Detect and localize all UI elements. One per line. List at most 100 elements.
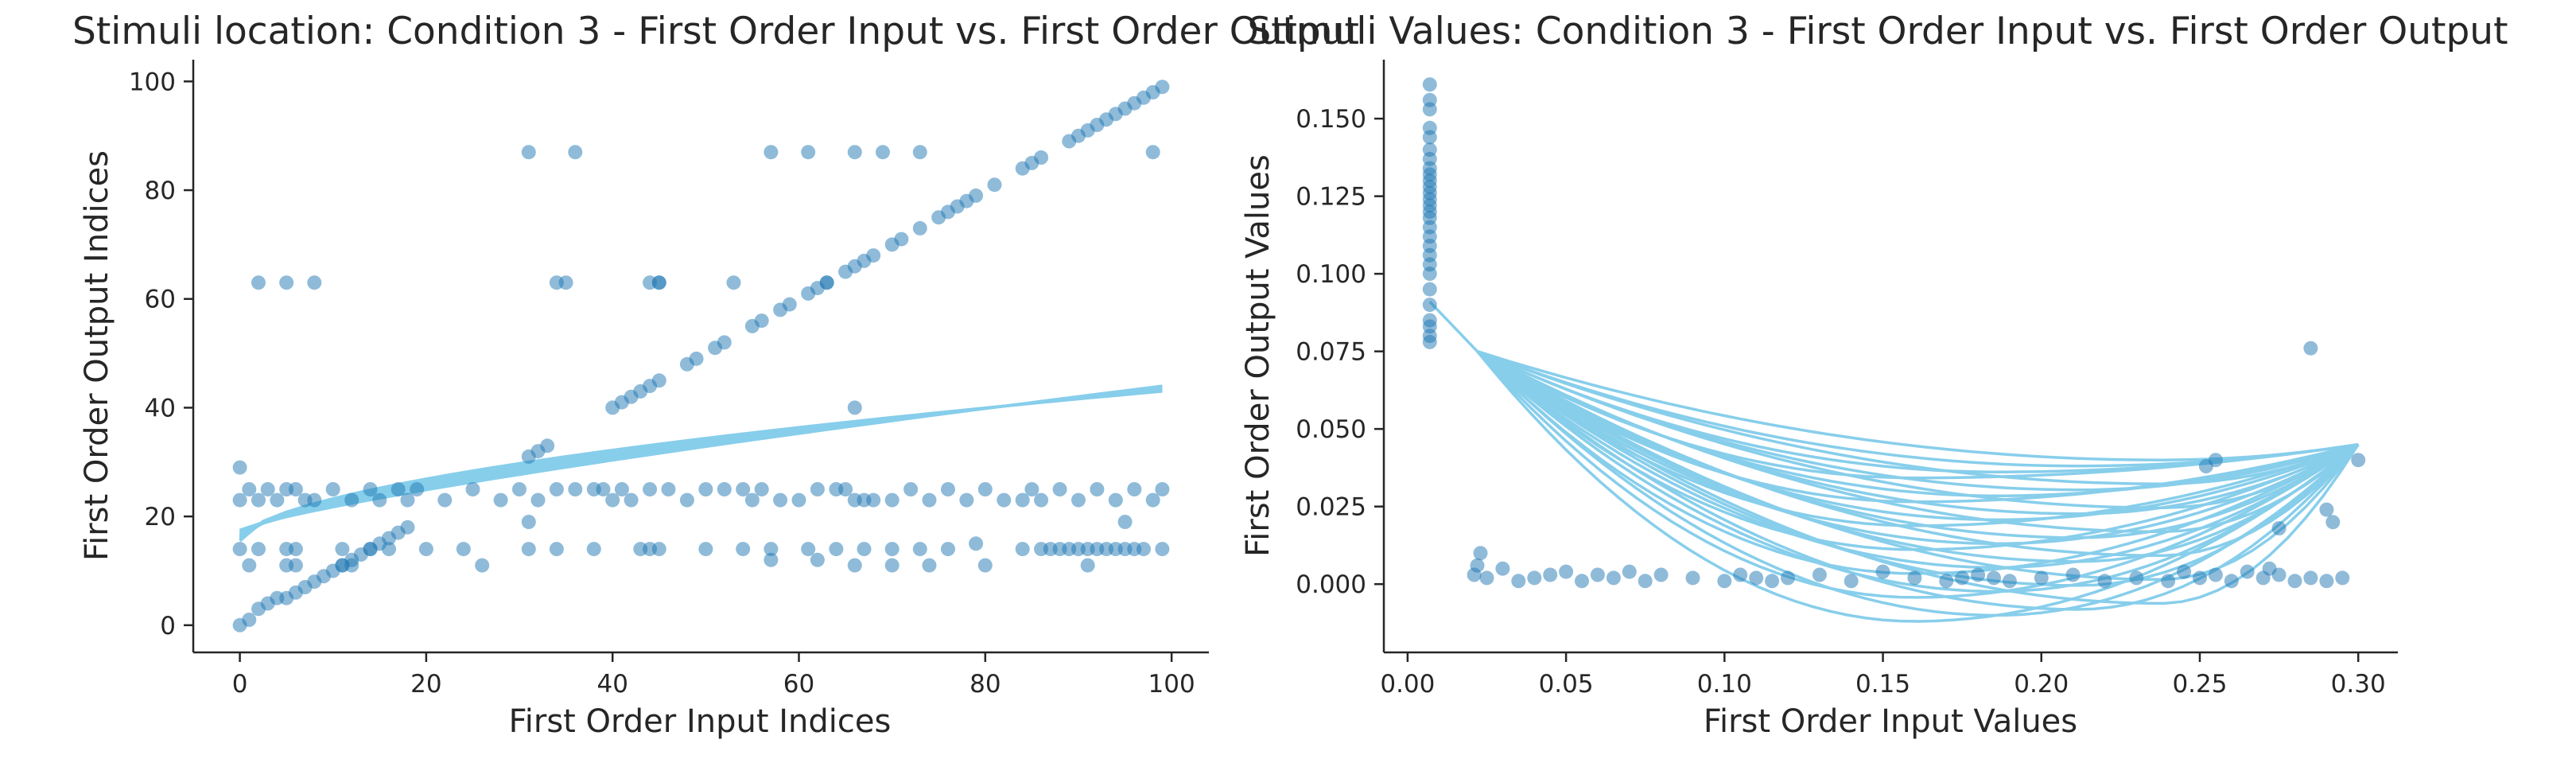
scatter-point [335,542,350,557]
y-tick-label: 60 [145,286,176,314]
fit-curve [239,390,1163,543]
left-fit-curves [239,384,1163,543]
x-tick-label: 0.30 [2331,670,2386,699]
x-tick-label: 0.05 [1539,670,1594,699]
scatter-point [465,482,480,496]
scatter-point [418,542,433,557]
scatter-point [912,220,927,235]
scatter-point [884,492,899,508]
scatter-point [1765,574,1780,589]
scatter-point [1939,574,1954,589]
scatter-point [1136,542,1151,557]
scatter-point [2303,570,2318,586]
scatter-point [382,542,396,557]
scatter-point [744,492,760,508]
scatter-point [242,613,257,627]
scatter-point [624,492,639,508]
scatter-point [2319,574,2334,589]
scatter-point [232,460,247,475]
scatter-point [754,313,769,329]
scatter-point [1052,482,1067,496]
scatter-point [763,145,779,160]
scatter-point [810,552,825,567]
right-x-ticks: 0.00 0.05 0.10 0.15 0.20 0.25 0.30 [1380,652,2386,699]
scatter-point [922,492,937,508]
y-tick-label: 0.125 [1296,183,1366,212]
scatter-point [2287,574,2302,589]
scatter-point [679,492,694,508]
scatter-point [1955,570,1970,586]
scatter-point [1733,567,1748,582]
fit-curve [1476,350,2360,546]
fit-curve [1476,349,2359,485]
scatter-point [390,482,406,496]
fit-curve [239,389,1163,541]
scatter-point [1422,92,1437,107]
scatter-point [997,492,1012,508]
scatter-point [2319,502,2334,517]
scatter-point [521,542,536,557]
scatter-point [1653,567,1669,582]
scatter-point [586,542,601,557]
scatter-point [475,558,490,573]
scatter-point [857,542,872,557]
scatter-point [987,177,1002,193]
scatter-point [2303,341,2318,356]
y-tick-label: 20 [145,503,176,531]
scatter-point [521,145,536,160]
left-chart-title: Stimuli location: Condition 3 - First Or… [72,10,1359,53]
scatter-point [903,482,919,496]
x-tick-label: 0.00 [1380,670,1435,699]
scatter-point [1015,542,1030,557]
scatter-point [549,482,564,496]
scatter-point [922,558,937,573]
fit-curve [1476,350,2359,551]
scatter-point [643,482,658,496]
scatter-point [941,482,955,496]
fit-curve [239,385,1163,534]
scatter-point [456,542,471,557]
scatter-point [698,542,713,557]
scatter-point [2002,574,2017,589]
scatter-point [1024,482,1039,496]
fit-curve [239,384,1163,533]
right-chart-title: Stimuli Values: Condition 3 - First Orde… [1247,10,2508,53]
scatter-point [810,482,825,496]
fit-curve [239,386,1163,535]
scatter-point [288,542,303,557]
left-scatter-points [232,80,1170,632]
scatter-point [410,482,425,496]
left-x-ticks: 0 20 40 60 80 100 [232,652,1195,699]
scatter-point [288,482,303,496]
scatter-point [260,482,275,496]
y-tick-label: 80 [145,177,176,205]
scatter-point [2198,459,2213,473]
fit-curve [1476,350,2360,539]
scatter-point [2224,574,2239,589]
fit-curve [1476,350,2359,527]
scatter-point [2335,570,2350,586]
scatter-point [1575,574,1589,589]
scatter-point [232,542,247,557]
y-tick-label: 100 [129,68,176,96]
scatter-point [894,232,909,247]
scatter-point [1606,570,1621,586]
x-tick-label: 0.20 [2014,670,2069,699]
scatter-point [1422,298,1437,313]
scatter-point [251,542,266,557]
scatter-point [1108,492,1123,508]
scatter-point [2097,574,2112,589]
x-tick-label: 100 [1148,670,1195,699]
scatter-point [288,558,303,573]
scatter-point [521,515,536,529]
y-tick-label: 0.150 [1296,105,1366,134]
scatter-point [736,542,751,557]
scatter-point [307,492,322,508]
scatter-point [866,248,881,263]
scatter-point [1479,570,1494,586]
left-scatter-panel: 0 20 40 60 80 100 0 20 40 60 80 100 Stimuli locati… [72,10,1359,740]
scatter-point [661,482,676,496]
scatter-point [763,552,779,567]
